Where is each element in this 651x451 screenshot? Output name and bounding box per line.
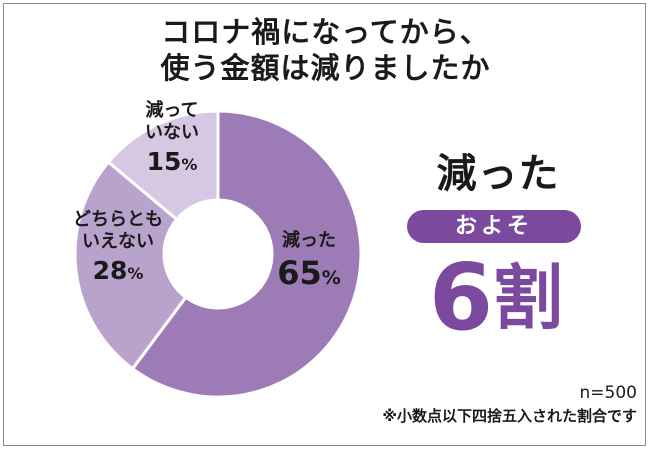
- slice-label-text: どちらとも: [73, 209, 163, 230]
- slice-label-text: いない: [145, 122, 199, 143]
- big-figure-unit: 割: [493, 257, 563, 339]
- slice-value-label: 15%: [147, 147, 198, 176]
- slice-label-1: 減った 65%: [277, 229, 341, 292]
- pie-slice-2: [73, 159, 188, 371]
- big-figure: 6割: [396, 248, 596, 348]
- title-line-2: 使う金額は減りましたか: [160, 51, 491, 85]
- big-figure-number: 6: [428, 244, 493, 351]
- slice-label-text: 減った: [282, 229, 336, 251]
- footnote: n=500 ※小数点以下四捨五入された割合です: [382, 382, 637, 428]
- slice-label-text: 減って: [145, 99, 198, 121]
- slice-value-label: 65%: [277, 254, 341, 292]
- callout-headline: 減った: [436, 151, 560, 197]
- title-line-1: コロナ禍になってから、: [161, 15, 490, 49]
- pie-slice-1: [130, 109, 363, 399]
- sample-size: n=500: [579, 383, 637, 403]
- pie-slice-3: [106, 109, 220, 222]
- slice-label-text: いえない: [82, 231, 154, 252]
- rounding-note: ※小数点以下四捨五入された割合です: [382, 407, 637, 425]
- slice-value-label: 28%: [93, 256, 144, 285]
- chart-title: コロナ禍になってから、 使う金額は減りましたか: [0, 14, 651, 86]
- approx-pill: およそ: [407, 210, 581, 243]
